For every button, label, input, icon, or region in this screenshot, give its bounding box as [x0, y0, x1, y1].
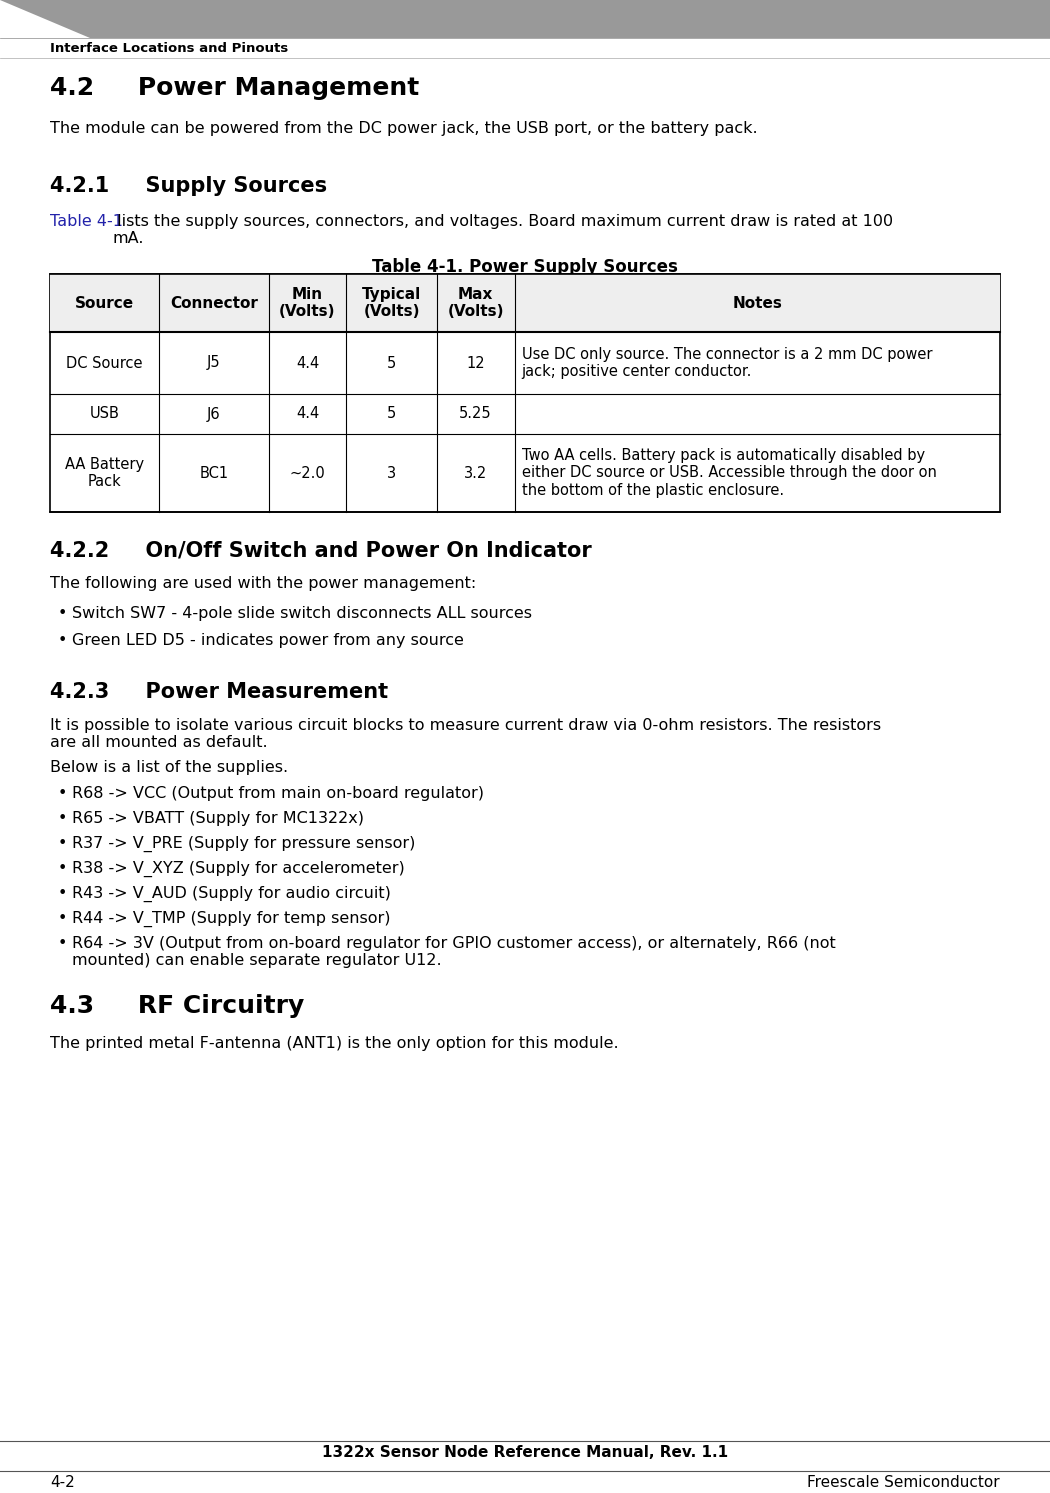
Text: R37 -> V_PRE (Supply for pressure sensor): R37 -> V_PRE (Supply for pressure sensor…	[72, 836, 416, 853]
Text: •: •	[58, 633, 67, 648]
Text: 1322x Sensor Node Reference Manual, Rev. 1.1: 1322x Sensor Node Reference Manual, Rev.…	[322, 1445, 728, 1460]
Text: 4.2.3     Power Measurement: 4.2.3 Power Measurement	[50, 682, 388, 702]
Text: R64 -> 3V (Output from on-board regulator for GPIO customer access), or alternat: R64 -> 3V (Output from on-board regulato…	[72, 936, 836, 969]
Text: The printed metal F-antenna (ANT1) is the only option for this module.: The printed metal F-antenna (ANT1) is th…	[50, 1036, 618, 1051]
Text: R38 -> V_XYZ (Supply for accelerometer): R38 -> V_XYZ (Supply for accelerometer)	[72, 861, 404, 878]
Text: J5: J5	[207, 355, 220, 370]
Bar	[50, 275, 1000, 512]
Text: Switch SW7 - 4-pole slide switch disconnects ALL sources: Switch SW7 - 4-pole slide switch disconn…	[72, 606, 532, 621]
Text: 5.25: 5.25	[459, 406, 491, 421]
Text: BC1: BC1	[200, 466, 229, 481]
Text: Use DC only source. The connector is a 2 mm DC power
jack; positive center condu: Use DC only source. The connector is a 2…	[522, 346, 932, 379]
Text: Table 4-1: Table 4-1	[50, 213, 123, 228]
Text: AA Battery
Pack: AA Battery Pack	[65, 457, 144, 490]
Text: Connector: Connector	[170, 296, 258, 311]
Text: •: •	[58, 861, 67, 876]
Text: 4.3     RF Circuitry: 4.3 RF Circuitry	[50, 994, 304, 1018]
Text: lists the supply sources, connectors, and voltages. Board maximum current draw i: lists the supply sources, connectors, an…	[112, 213, 894, 246]
Text: 4.2     Power Management: 4.2 Power Management	[50, 76, 419, 100]
Text: USB: USB	[89, 406, 120, 421]
Text: Interface Locations and Pinouts: Interface Locations and Pinouts	[50, 42, 289, 55]
Text: R65 -> VBATT (Supply for MC1322x): R65 -> VBATT (Supply for MC1322x)	[72, 811, 364, 826]
Text: 12: 12	[466, 355, 485, 370]
Text: •: •	[58, 936, 67, 951]
Text: 4.2.2     On/Off Switch and Power On Indicator: 4.2.2 On/Off Switch and Power On Indicat…	[50, 540, 592, 560]
Text: •: •	[58, 836, 67, 851]
Text: J6: J6	[207, 406, 220, 421]
Text: Table 4-1. Power Supply Sources: Table 4-1. Power Supply Sources	[372, 258, 678, 276]
Text: Max
(Volts): Max (Volts)	[447, 287, 504, 320]
Polygon shape	[0, 0, 90, 37]
Text: Two AA cells. Battery pack is automatically disabled by
either DC source or USB.: Two AA cells. Battery pack is automatica…	[522, 448, 937, 497]
Text: Min
(Volts): Min (Volts)	[279, 287, 336, 320]
Text: Notes: Notes	[732, 296, 782, 311]
Text: 4-2: 4-2	[50, 1475, 75, 1490]
Text: •: •	[58, 811, 67, 826]
Text: Typical
(Volts): Typical (Volts)	[362, 287, 421, 320]
Polygon shape	[0, 0, 1050, 37]
Text: •: •	[58, 911, 67, 926]
Text: •: •	[58, 606, 67, 621]
Text: R43 -> V_AUD (Supply for audio circuit): R43 -> V_AUD (Supply for audio circuit)	[72, 885, 391, 902]
Text: Green LED D5 - indicates power from any source: Green LED D5 - indicates power from any …	[72, 633, 464, 648]
Text: 4.2.1     Supply Sources: 4.2.1 Supply Sources	[50, 176, 328, 196]
Text: 4.4: 4.4	[296, 406, 319, 421]
Text: 3.2: 3.2	[464, 466, 487, 481]
Text: The following are used with the power management:: The following are used with the power ma…	[50, 576, 477, 591]
Text: •: •	[58, 885, 67, 900]
Text: R68 -> VCC (Output from main on-board regulator): R68 -> VCC (Output from main on-board re…	[72, 785, 484, 802]
Text: •: •	[58, 785, 67, 802]
Text: Source: Source	[75, 296, 134, 311]
Text: R44 -> V_TMP (Supply for temp sensor): R44 -> V_TMP (Supply for temp sensor)	[72, 911, 391, 927]
Bar	[50, 275, 1000, 331]
Text: It is possible to isolate various circuit blocks to measure current draw via 0-o: It is possible to isolate various circui…	[50, 718, 881, 751]
Text: 5: 5	[386, 406, 396, 421]
Text: Freescale Semiconductor: Freescale Semiconductor	[807, 1475, 1000, 1490]
Text: Below is a list of the supplies.: Below is a list of the supplies.	[50, 760, 288, 775]
Text: 3: 3	[387, 466, 396, 481]
Text: The module can be powered from the DC power jack, the USB port, or the battery p: The module can be powered from the DC po…	[50, 121, 758, 136]
Text: ~2.0: ~2.0	[290, 466, 326, 481]
Text: 5: 5	[386, 355, 396, 370]
Text: DC Source: DC Source	[66, 355, 143, 370]
Text: 4.4: 4.4	[296, 355, 319, 370]
